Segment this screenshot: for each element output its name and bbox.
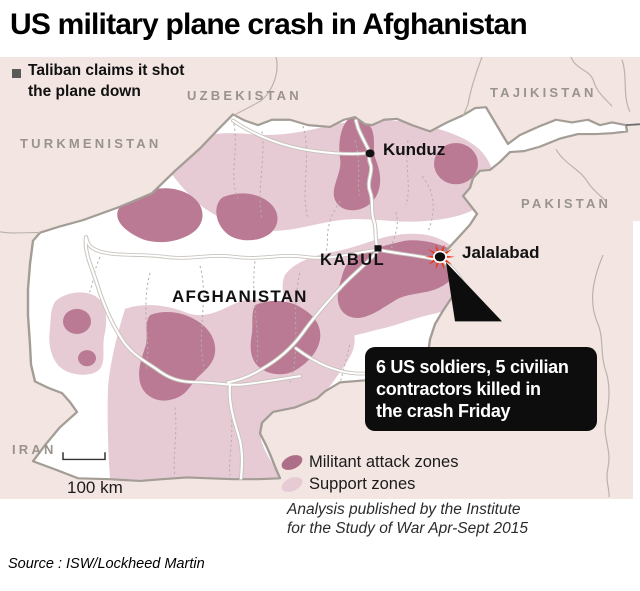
map-edge-margin [633,221,640,499]
subtitle-line2: the plane down [28,83,141,100]
kabul-square-marker [374,245,382,252]
subtitle: Taliban claims it shot the plane down [28,60,184,102]
callout-line2: contractors killed in [376,379,541,399]
country-label-iran: IRAN [12,442,57,457]
militant-zone-north-central [216,193,278,241]
militant-zone-kunduz-east [434,143,478,185]
militant-zone-zabul [250,300,321,375]
callout-line3: the crash Friday [376,401,511,421]
analysis-note-line2: for the Study of War Apr-Sept 2015 [287,519,528,537]
analysis-note: Analysis published by the Institute for … [287,501,528,538]
map-edge-line [625,123,640,127]
scale-label: 100 km [67,478,123,497]
scale-bar [62,452,106,461]
city-label-kunduz: Kunduz [383,140,446,159]
militant-zone-helmand [139,311,216,401]
subtitle-line1: Taliban claims it shot [28,62,185,79]
neighbor-borders [0,57,631,498]
country-label-tajikistan: TAJIKISTAN [490,85,597,100]
bullet-square-icon [12,69,21,78]
kunduz-dot-marker [365,149,375,158]
militant-zone-nw [117,188,203,243]
country-label-uzbekistan: UZBEKISTAN [187,88,302,103]
crash-site-marker [425,244,455,270]
source-credit: Source : ISW/Lockheed Martin [8,556,205,572]
country-label-turkmenistan: TURKMENISTAN [20,136,162,151]
crash-callout: 6 US soldiers, 5 civilian contractors ki… [365,347,597,431]
page-title: US military plane crash in Afghanistan [10,8,528,41]
country-label-pakistan: PAKISTAN [521,196,612,211]
legend-label-support: Support zones [309,475,416,493]
callout-pointer [446,262,502,322]
militant-zone-west-1 [63,308,91,334]
analysis-note-line1: Analysis published by the Institute [287,501,521,518]
afghanistan-map [0,57,640,499]
legend-label-militant: Militant attack zones [309,453,459,471]
city-label-kabul: KABUL [320,251,386,269]
callout-line1: 6 US soldiers, 5 civilian [376,357,569,377]
country-label-afghanistan: AFGHANISTAN [172,287,308,306]
city-label-jalalabad: Jalalabad [462,243,540,262]
militant-zone-west-2 [78,350,96,367]
